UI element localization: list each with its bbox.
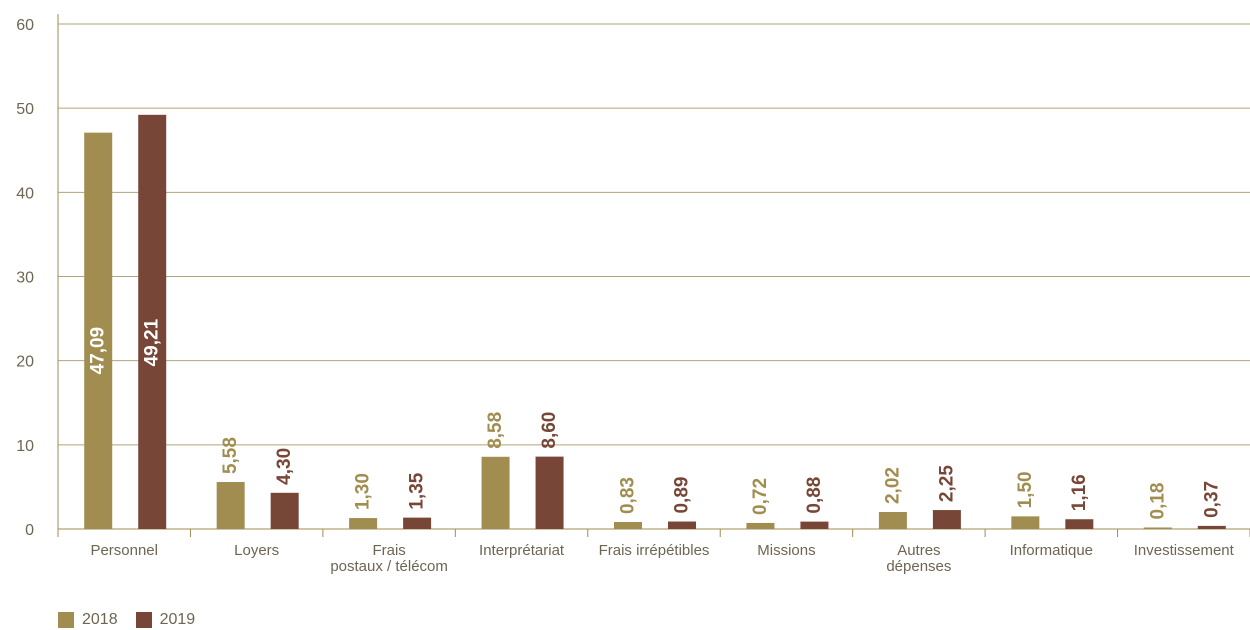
x-category-label: Missions	[757, 542, 815, 559]
x-category-label: Investissement	[1134, 542, 1235, 559]
data-label-2018: 0,18	[1147, 483, 1168, 520]
legend-label-2018: 2018	[82, 611, 118, 628]
data-labels: 47,09 49,21 5,58 4,30 1,30 1,35 8,58 8,60 0,83 0,…	[88, 318, 1223, 519]
grid-lines	[58, 23, 1250, 530]
bar-2019	[800, 521, 829, 529]
bar-chart: 0 10 20 30 40 50 60 47,09 49,21 5,58 4,30 1,30 1,35…	[16, 14, 1250, 575]
legend-swatch-2019	[135, 612, 152, 628]
data-label-2019: 4,30	[274, 448, 295, 485]
y-tick-label: 40	[16, 185, 34, 202]
legend-swatch-2018	[58, 612, 74, 628]
bar-2018	[1143, 527, 1172, 529]
data-label-2018: 1,30	[353, 473, 374, 510]
bar-2019	[138, 114, 167, 530]
bar-2019	[270, 492, 299, 529]
y-tick-label: 0	[25, 522, 34, 539]
bar-2019	[1197, 525, 1226, 529]
legend-item-2018: 2018	[58, 611, 118, 629]
bar-2018	[349, 518, 378, 529]
y-tick-label: 60	[16, 17, 34, 34]
data-label-2018: 8,58	[485, 412, 506, 449]
x-axis: Personnel Loyers Frais postaux / télécom Int…	[57, 14, 1250, 575]
data-label-2019: 0,89	[672, 477, 693, 514]
legend-label-2019: 2019	[159, 611, 196, 628]
y-tick-label: 20	[16, 354, 34, 371]
y-tick-label: 10	[16, 438, 34, 455]
data-label-2019: 2,25	[936, 465, 957, 502]
bar-2018	[481, 456, 510, 529]
y-axis-ticks: 0 10 20 30 40 50 60	[16, 17, 34, 539]
x-category-label: Informatique	[1010, 542, 1093, 559]
bar-2019	[932, 510, 961, 529]
data-label-2018: 47,09	[88, 327, 109, 375]
data-label-2018: 2,02	[882, 467, 903, 504]
x-category-label: Frais postaux / télécom	[330, 542, 448, 575]
bar-2019	[535, 456, 564, 529]
bar-2019	[403, 517, 432, 529]
x-category-label: Autres dépenses	[886, 542, 951, 575]
bar-2019	[1065, 519, 1094, 529]
data-label-2019: 0,37	[1201, 481, 1222, 518]
data-label-2018: 0,72	[750, 478, 771, 515]
legend-item-2019: 2019	[135, 611, 196, 629]
data-label-2019: 49,21	[142, 318, 163, 366]
bar-2018	[614, 522, 642, 529]
data-label-2018: 5,58	[220, 437, 241, 474]
data-label-2019: 8,60	[539, 412, 560, 449]
data-label-2018: 1,50	[1015, 471, 1036, 508]
bar-2018	[84, 132, 113, 529]
bar-2018	[1011, 516, 1040, 529]
y-tick-label: 30	[16, 270, 34, 287]
x-category-label: Loyers	[234, 542, 279, 559]
bar-2018	[746, 522, 775, 529]
x-category-label: Interprétariat	[479, 542, 565, 559]
bar-2018	[216, 482, 245, 529]
data-label-2018: 0,83	[618, 477, 639, 514]
y-tick-label: 50	[16, 101, 34, 118]
x-category-label: Personnel	[90, 542, 158, 559]
data-label-2019: 1,16	[1069, 474, 1090, 511]
bar-2019	[668, 521, 696, 529]
x-category-label: Frais irrépétibles	[599, 542, 710, 559]
bars	[84, 114, 1226, 530]
bar-2018	[878, 511, 907, 529]
legend: 2018 2019	[58, 611, 195, 629]
data-label-2019: 1,35	[407, 472, 428, 509]
data-label-2019: 0,88	[804, 477, 825, 514]
